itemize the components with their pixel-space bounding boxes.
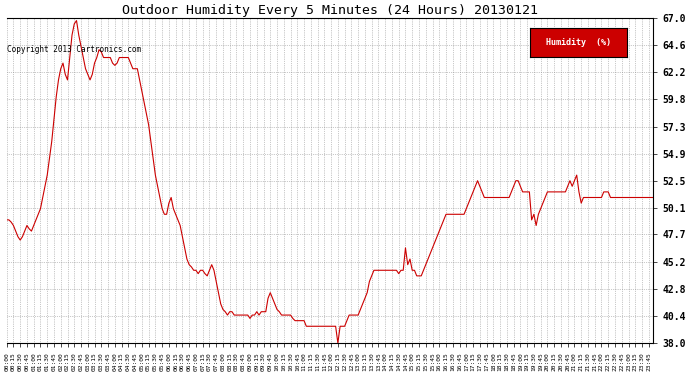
- Title: Outdoor Humidity Every 5 Minutes (24 Hours) 20130121: Outdoor Humidity Every 5 Minutes (24 Hou…: [122, 4, 538, 17]
- Text: Copyright 2013 Cartronics.com: Copyright 2013 Cartronics.com: [7, 45, 141, 54]
